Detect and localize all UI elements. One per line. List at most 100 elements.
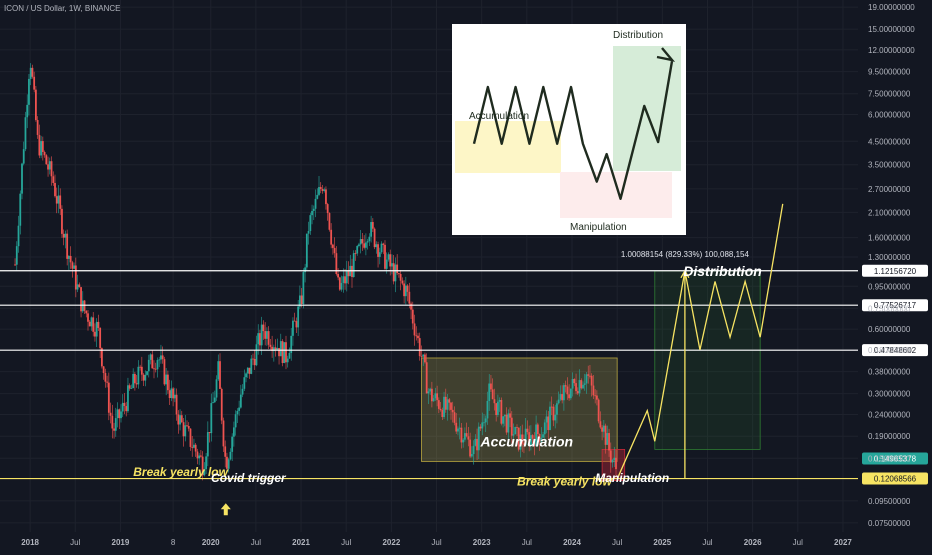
candle-body bbox=[26, 104, 29, 118]
candle bbox=[503, 414, 506, 427]
annotation-label: Break yearly low bbox=[517, 474, 612, 488]
candle bbox=[292, 317, 294, 346]
candle-body bbox=[48, 161, 51, 170]
candle bbox=[594, 389, 597, 404]
candle-body bbox=[441, 410, 444, 417]
candle bbox=[274, 339, 277, 357]
candle bbox=[338, 276, 341, 292]
candle bbox=[22, 141, 25, 166]
candle-body bbox=[505, 414, 508, 433]
x-tick-label: Jul bbox=[612, 538, 622, 547]
candle bbox=[187, 422, 190, 432]
x-tick-label: Jul bbox=[341, 538, 351, 547]
candle bbox=[252, 353, 254, 366]
candle-body bbox=[526, 428, 529, 433]
measure-arrow-head bbox=[680, 269, 690, 279]
candle bbox=[401, 277, 404, 286]
candle bbox=[66, 229, 69, 266]
candle bbox=[123, 393, 126, 415]
inset-accumulation-zone bbox=[455, 121, 561, 173]
up-arrow-icon bbox=[220, 503, 231, 516]
candle bbox=[406, 284, 409, 302]
candle-body bbox=[62, 233, 65, 238]
candle-body bbox=[450, 402, 452, 410]
candle-body bbox=[311, 210, 313, 216]
candle bbox=[191, 435, 194, 457]
horizontal-levels[interactable]: 1.12156720 0.77526717 0.47848602 0.12068566… bbox=[0, 264, 928, 485]
candle-body bbox=[477, 426, 480, 451]
y-tick-label: 0.48000000 bbox=[868, 346, 911, 355]
candle-body bbox=[52, 176, 55, 183]
candle-body bbox=[503, 414, 506, 417]
candle bbox=[392, 255, 395, 285]
candle-body bbox=[571, 379, 574, 389]
candle bbox=[455, 413, 458, 435]
candle-body bbox=[34, 89, 37, 121]
candle-body bbox=[245, 373, 247, 378]
candle-body bbox=[88, 321, 91, 327]
candle-body bbox=[41, 141, 44, 152]
candle-body bbox=[510, 417, 513, 436]
candle-body bbox=[556, 403, 558, 415]
candle bbox=[549, 401, 551, 431]
candle bbox=[28, 73, 30, 116]
candle bbox=[425, 353, 428, 394]
candle-body bbox=[394, 264, 397, 282]
candle bbox=[573, 378, 576, 387]
candle bbox=[283, 342, 286, 364]
candle-body bbox=[33, 76, 36, 90]
candle-body bbox=[239, 394, 242, 408]
candle bbox=[432, 395, 435, 402]
candle bbox=[217, 354, 220, 381]
candle-body bbox=[253, 358, 256, 366]
candle-body bbox=[427, 391, 430, 394]
candle bbox=[514, 426, 517, 435]
candle-body bbox=[502, 416, 505, 424]
candle bbox=[477, 422, 480, 460]
candle bbox=[219, 353, 221, 390]
candle-body bbox=[196, 451, 199, 459]
candle bbox=[540, 427, 543, 444]
candle bbox=[325, 186, 327, 210]
candle bbox=[556, 400, 558, 424]
candle-body bbox=[312, 208, 315, 211]
candle bbox=[146, 370, 148, 376]
candle bbox=[180, 410, 183, 424]
candle-body bbox=[14, 264, 16, 266]
candle-body bbox=[217, 361, 220, 380]
candle-body bbox=[583, 383, 586, 385]
candle-body bbox=[424, 354, 426, 363]
y-tick-label: 2.10000000 bbox=[868, 208, 911, 217]
candle bbox=[227, 457, 230, 473]
candle-body bbox=[514, 426, 517, 435]
candle bbox=[319, 182, 322, 194]
candle bbox=[21, 162, 23, 200]
candle-body bbox=[443, 396, 445, 417]
annotation-label: Manipulation bbox=[595, 471, 669, 485]
candle bbox=[470, 446, 473, 458]
candle-body bbox=[335, 253, 338, 275]
candle-body bbox=[384, 244, 386, 269]
projection[interactable]: 1.00088154 (829.33%) 100,088,154 bbox=[616, 203, 784, 480]
level-tag bbox=[862, 472, 928, 485]
x-tick-label: 2018 bbox=[21, 538, 39, 547]
candle bbox=[604, 423, 607, 454]
candle-body bbox=[453, 412, 456, 423]
candle-body bbox=[604, 425, 607, 445]
candle-body bbox=[179, 415, 181, 425]
candle-body bbox=[71, 262, 74, 269]
candle-body bbox=[439, 408, 442, 411]
candle-body bbox=[99, 327, 102, 349]
candle bbox=[57, 185, 60, 214]
candle bbox=[186, 420, 188, 427]
candle-body bbox=[578, 380, 581, 394]
candle bbox=[566, 377, 569, 400]
candle bbox=[476, 428, 478, 461]
y-tick-label: 12.00000000 bbox=[868, 46, 915, 55]
candle bbox=[328, 212, 331, 232]
candle bbox=[366, 238, 369, 250]
candle bbox=[87, 310, 89, 331]
candle bbox=[163, 356, 166, 386]
